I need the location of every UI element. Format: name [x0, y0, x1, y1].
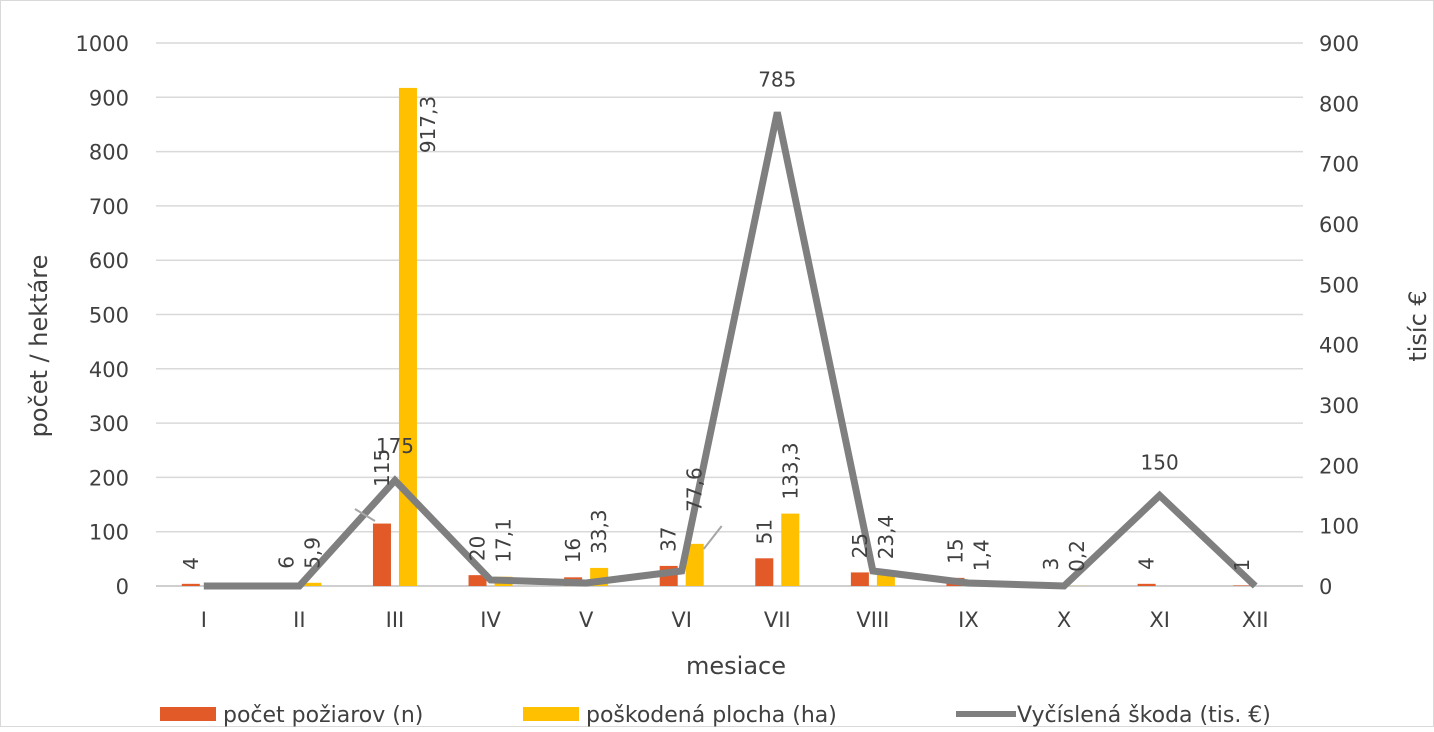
- line-series: [204, 112, 1255, 586]
- data-label-area: 23,4: [874, 515, 898, 560]
- y2-tick-label: 100: [1319, 515, 1359, 539]
- y-tick-label: 400: [89, 358, 129, 382]
- bar-series: [182, 88, 1251, 586]
- bar-fires: [182, 584, 200, 586]
- data-label-fires: 6: [274, 556, 298, 569]
- data-label-fires: 16: [561, 538, 585, 563]
- data-label-fires: 4: [1135, 557, 1159, 570]
- data-label-area: 77,6: [683, 467, 707, 512]
- gridlines: [156, 43, 1303, 586]
- data-label-fires: 4: [179, 557, 203, 570]
- data-label-fires: 25: [848, 533, 872, 558]
- legend-swatch-area: [523, 707, 579, 721]
- y2-axis-title: tisíc €: [1404, 290, 1432, 361]
- y-tick-label: 500: [89, 304, 129, 328]
- data-label-area: 133,3: [778, 442, 802, 499]
- x-tick-label: IV: [480, 608, 501, 632]
- y-tick-label: 100: [89, 521, 129, 545]
- legend-label-area: poškodená plocha (ha): [586, 703, 837, 728]
- data-label-area: 17,1: [492, 518, 516, 563]
- bar-fires: [1233, 585, 1251, 586]
- data-label-damage: 785: [758, 67, 796, 91]
- legend: počet požiarov (n) poškodená plocha (ha)…: [160, 703, 1271, 728]
- bar-area: [399, 88, 417, 586]
- bar-fires: [373, 524, 391, 586]
- data-label-area: 0,2: [1065, 540, 1089, 572]
- bar-area: [781, 514, 799, 586]
- x-tick-label: X: [1057, 608, 1071, 632]
- data-label-fires: 1: [1230, 559, 1254, 572]
- data-label-fires: 20: [466, 536, 490, 561]
- data-label-fires: 51: [752, 519, 776, 544]
- bar-fires: [755, 558, 773, 586]
- y-tick-label: 200: [89, 466, 129, 490]
- legend-label-damage: Vyčíslená škoda (tis. €): [1017, 703, 1271, 728]
- x-tick-label: VI: [671, 608, 692, 632]
- y2-tick-label: 500: [1319, 273, 1359, 297]
- y-tick-label: 0: [116, 575, 129, 599]
- x-tick-label: XII: [1242, 608, 1269, 632]
- y-tick-label: 700: [89, 195, 129, 219]
- y-tick-label: 1000: [76, 32, 129, 56]
- x-tick-label: IX: [958, 608, 979, 632]
- y2-tick-label: 0: [1319, 575, 1332, 599]
- x-axis-title: mesiace: [686, 652, 786, 680]
- x-tick-label: VII: [764, 608, 791, 632]
- data-label-area: 33,3: [587, 509, 611, 554]
- damage-line: [204, 112, 1255, 586]
- y-axis-title: počet / hektáre: [25, 255, 53, 438]
- bar-fires: [1138, 584, 1156, 586]
- data-label-fires: 3: [1039, 558, 1063, 571]
- data-label-area: 5,9: [300, 537, 324, 569]
- y2-tick-label: 300: [1319, 394, 1359, 418]
- leader-line: [704, 526, 722, 549]
- x-tick-label: VIII: [856, 608, 889, 632]
- y2-tick-label: 200: [1319, 454, 1359, 478]
- data-label-fires: 37: [657, 526, 681, 551]
- data-label-fires: 15: [943, 538, 967, 563]
- y-tick-label: 300: [89, 412, 129, 436]
- data-label-area: 1,4: [969, 539, 993, 571]
- data-label-area: 917,3: [416, 96, 440, 153]
- y2-tick-label: 600: [1319, 213, 1359, 237]
- data-label-damage: 150: [1141, 451, 1179, 475]
- y2-tick-label: 400: [1319, 334, 1359, 358]
- y2-tick-label: 900: [1319, 32, 1359, 56]
- x-tick-label: XI: [1149, 608, 1170, 632]
- x-tick-label: II: [293, 608, 305, 632]
- y2-tick-label: 700: [1319, 153, 1359, 177]
- x-tick-label: I: [201, 608, 207, 632]
- y2-tick-label: 800: [1319, 92, 1359, 116]
- x-tick-label: III: [386, 608, 405, 632]
- y-axis-left-ticks: 0 100 200 300 400 500 600 700 800 900 1000: [76, 32, 129, 599]
- y-tick-label: 800: [89, 141, 129, 165]
- y-tick-label: 900: [89, 86, 129, 110]
- legend-swatch-fires: [160, 707, 216, 721]
- x-tick-label: V: [579, 608, 594, 632]
- bar-fires: [851, 572, 869, 586]
- data-label-damage: 175: [376, 434, 414, 458]
- legend-label-fires: počet požiarov (n): [223, 703, 423, 728]
- y-tick-label: 600: [89, 249, 129, 273]
- y-axis-right-ticks: 0 100 200 300 400 500 600 700 800 900: [1319, 32, 1359, 599]
